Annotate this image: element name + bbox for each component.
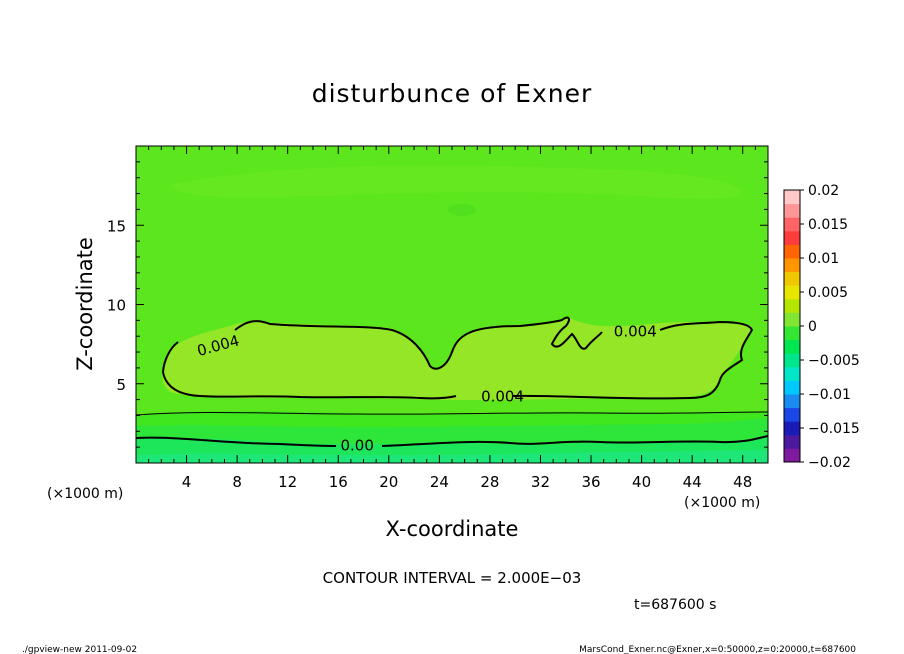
y-axis: 5 10 15 <box>107 161 768 448</box>
colorbar-swatch <box>784 312 800 327</box>
colorbar-swatch <box>784 244 800 259</box>
chart-title: disturbunce of Exner <box>312 79 593 108</box>
y-axis-label: Z-coordinate <box>73 237 97 371</box>
contour-interval: CONTOUR INTERVAL = 2.000E−03 <box>323 569 582 587</box>
y-tick-label: 5 <box>116 376 126 394</box>
colorbar-swatch <box>784 421 800 436</box>
x-tick-label: 44 <box>683 473 702 491</box>
field-high-region <box>162 318 752 400</box>
colorbar-swatch <box>784 448 800 463</box>
colorbar-swatch <box>784 230 800 245</box>
colorbar-swatch <box>784 407 800 422</box>
field-lower-band-4 <box>136 450 768 463</box>
x-unit-right: (×1000 m) <box>684 495 760 511</box>
x-tick-label: 32 <box>531 473 550 491</box>
colorbar-tick-label: −0.015 <box>808 421 860 437</box>
x-tick-label: 28 <box>480 473 499 491</box>
footer-right: MarsCond_Exner.nc@Exner,x=0:50000,z=0:20… <box>579 645 856 654</box>
contour-label: 0.00 <box>340 437 373 455</box>
x-unit-left: (×1000 m) <box>47 486 123 502</box>
y-tick-label: 15 <box>107 217 126 235</box>
x-axis: 4 8 12 16 20 24 28 32 36 40 44 48 <box>148 146 756 491</box>
x-tick-label: 12 <box>278 473 297 491</box>
colorbar-tick-label: 0.005 <box>808 285 848 301</box>
time-label: t=687600 s <box>634 597 716 613</box>
x-tick-label: 8 <box>232 473 242 491</box>
colorbar-tick-label: 0.02 <box>808 183 839 199</box>
x-tick-label: 48 <box>733 473 752 491</box>
colorbar-swatch <box>784 190 800 205</box>
colorbar-tick-label: −0.01 <box>808 387 851 403</box>
x-axis-label: X-coordinate <box>386 517 519 541</box>
x-tick-label: 16 <box>329 473 348 491</box>
x-tick-label: 24 <box>430 473 449 491</box>
field-spot <box>448 204 476 216</box>
contour-label: 0.004 <box>481 387 524 405</box>
colorbar-tick-label: 0.015 <box>808 217 848 233</box>
y-tick-label: 10 <box>107 297 126 315</box>
colorbar-tick-label: −0.02 <box>808 455 851 471</box>
colorbar-swatch <box>784 258 800 273</box>
field-background <box>136 146 768 463</box>
x-tick-label: 40 <box>632 473 651 491</box>
colorbar-swatch <box>784 285 800 300</box>
contour-line-upper-left <box>162 316 603 373</box>
x-tick-label: 20 <box>379 473 398 491</box>
x-tick-label: 36 <box>581 473 600 491</box>
colorbar-tick-label: 0 <box>808 319 817 335</box>
contour-label: 0.004 <box>614 322 657 340</box>
colorbar-swatch <box>784 217 800 232</box>
contour-line-004-lower <box>162 371 691 400</box>
colorbar-swatch <box>784 353 800 368</box>
colorbar-swatch <box>784 298 800 313</box>
x-tick-label: 4 <box>182 473 192 491</box>
colorbar-tick-label: 0.01 <box>808 251 839 267</box>
colorbar-swatch <box>784 434 800 449</box>
contour-line-000 <box>135 435 769 447</box>
contour-line-upper-right <box>659 320 754 399</box>
colorbar: 0.02 0.015 0.01 0.005 0 −0.005 −0.01 −0.015 −0.0… <box>783 183 860 471</box>
colorbar-swatch <box>784 380 800 395</box>
colorbar-tick-label: −0.005 <box>808 353 860 369</box>
colorbar-swatch <box>784 339 800 354</box>
contour-line-thin <box>135 411 769 416</box>
colorbar-swatch <box>784 326 800 341</box>
colorbar-swatch <box>784 271 800 286</box>
colorbar-swatch <box>784 366 800 381</box>
footer-left: ./gpview-new 2011-09-02 <box>22 645 137 654</box>
plot-area <box>136 146 768 463</box>
colorbar-swatch <box>784 394 800 409</box>
field-upper-band <box>170 165 742 200</box>
colorbar-swatch <box>784 203 800 218</box>
contour-lines <box>135 316 769 447</box>
